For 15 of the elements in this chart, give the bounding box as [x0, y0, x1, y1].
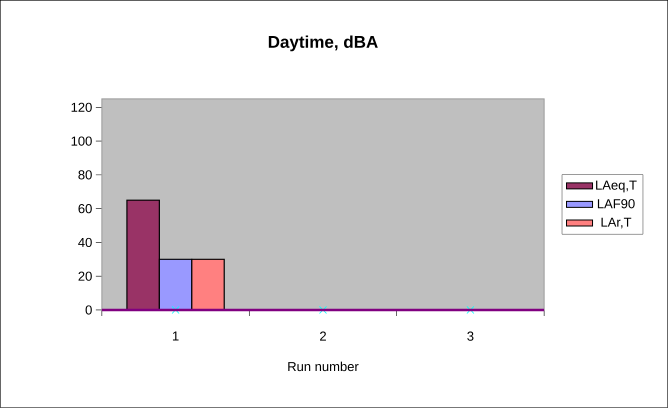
legend-label: LAeq,T	[596, 180, 637, 192]
y-tick-label: 80	[78, 170, 92, 180]
y-tick-label: 120	[72, 102, 92, 112]
y-tick-label: 60	[78, 204, 92, 214]
x-tick-label: 3	[467, 332, 474, 341]
y-tick-label: 20	[78, 272, 92, 281]
legend-label: LAr,T	[602, 218, 632, 228]
y-tick-label: 0	[86, 305, 92, 315]
y-tick-label: 100	[72, 136, 92, 146]
legend-label: LAF90	[598, 199, 635, 208]
y-tick-label: 40	[78, 238, 92, 248]
chart-title: Daytime, dBA	[268, 36, 378, 52]
x-axis-title: Run number	[288, 362, 359, 372]
x-tick-label: 1	[172, 332, 179, 341]
x-tick-label: 2	[320, 332, 326, 341]
